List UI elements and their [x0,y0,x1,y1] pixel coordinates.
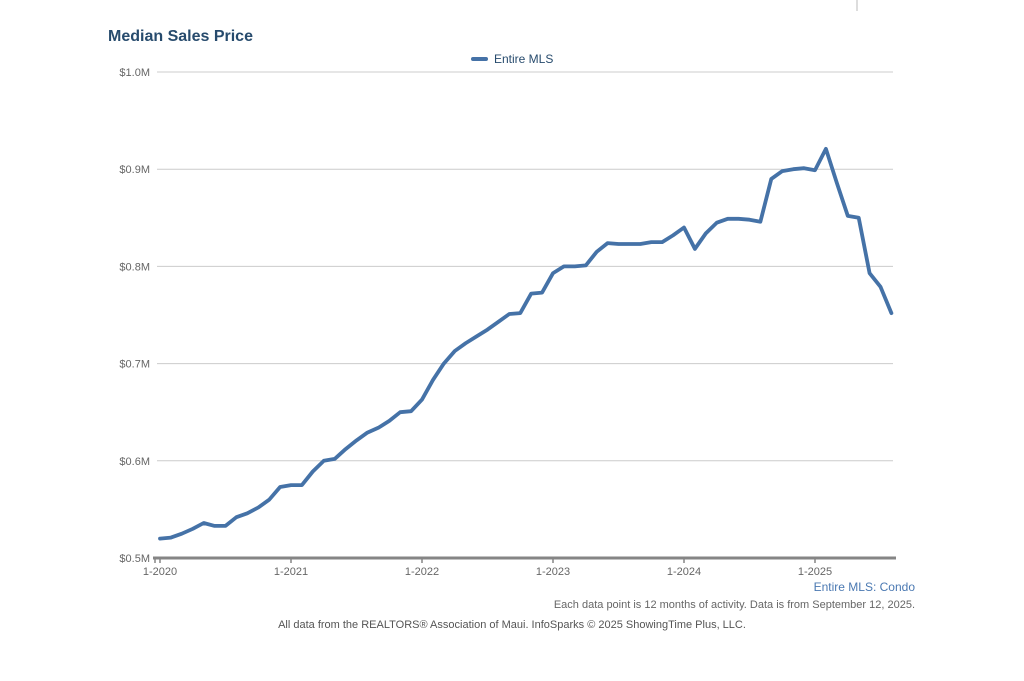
legend-label: Entire MLS [494,52,554,66]
y-axis-tick-label: $0.7M [119,359,150,371]
scrollbar-artifact [856,0,858,11]
data-note: Each data point is 12 months of activity… [553,599,915,611]
x-axis-tick-label: 1-2025 [798,566,832,578]
x-axis-tick-label: 1-2022 [405,566,439,578]
y-axis-tick-label: $0.6M [119,456,150,468]
chart-title: Median Sales Price [108,28,253,45]
x-axis-tick-label: 1-2021 [274,566,308,578]
x-axis-tick-label: 1-2023 [536,566,570,578]
legend-item-entire-mls[interactable]: Entire MLS [471,52,553,66]
legend-line-swatch-icon [471,57,488,61]
attribution: All data from the REALTORS® Association … [278,619,746,631]
y-axis-tick-label: $0.9M [119,164,150,176]
x-axis-tick-label: 1-2020 [143,566,177,578]
y-axis-tick-label: $1.0M [119,67,150,79]
series-selector-link[interactable]: Entire MLS: Condo [813,580,915,594]
y-axis-tick-label: $0.5M [119,553,150,565]
median-price-series-line [158,146,894,541]
y-axis-tick-label: $0.8M [119,261,150,273]
x-axis-tick-label: 1-2024 [667,566,701,578]
